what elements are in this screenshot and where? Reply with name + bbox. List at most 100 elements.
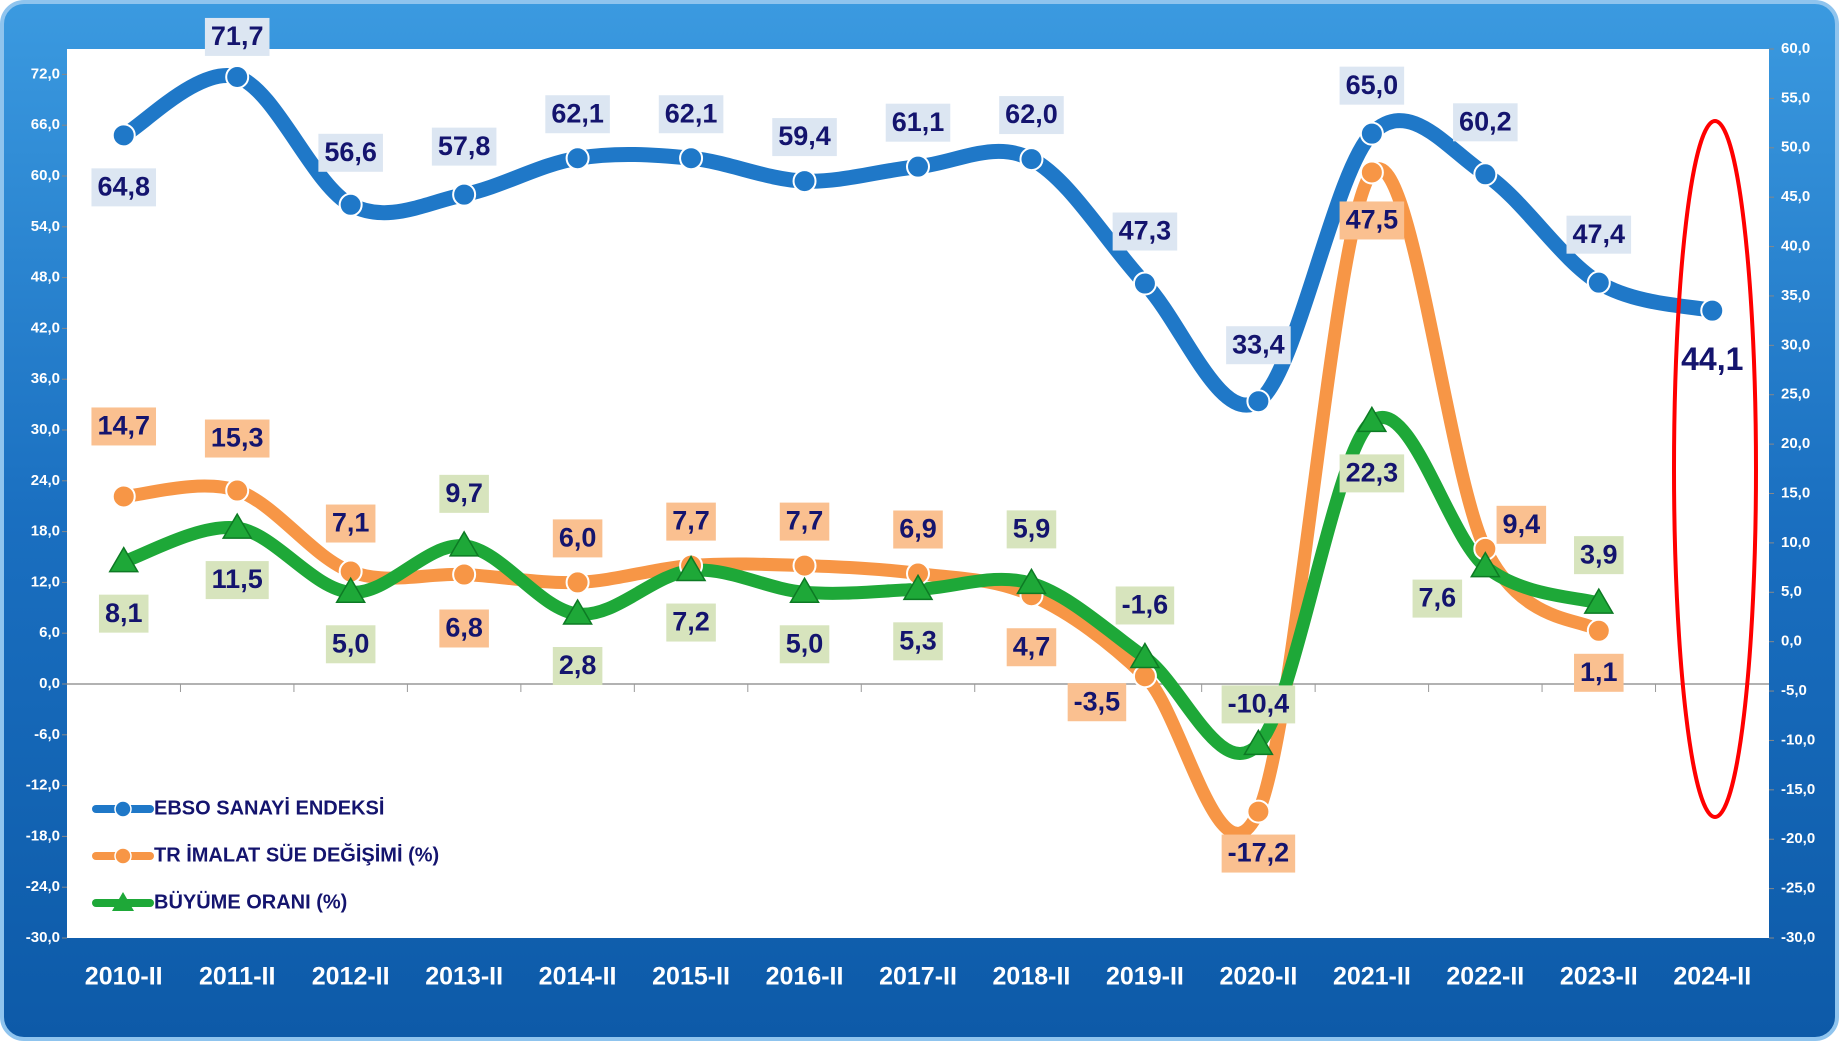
data-label-box [666,502,716,541]
y-tick-label: 42,0 [31,319,60,336]
legend-label: EBSO SANAYİ ENDEKSİ [154,796,384,819]
marker [562,598,593,625]
y-tick-label: 54,0 [31,218,60,235]
marker [1019,147,1044,172]
data-label-box [98,594,149,633]
y2-tick-label: -5,0 [1781,682,1807,699]
data-label-box [779,625,830,664]
y-tick-label: 72,0 [31,65,60,82]
data-label: 7,7 [672,506,710,536]
legend-marker [114,800,132,818]
legend-label: BÜYÜME ORANI (%) [154,890,347,913]
y-tick-label: 66,0 [31,116,60,133]
data-label: 5,0 [332,628,370,658]
data-label: 5,9 [1013,514,1051,544]
data-label: 5,3 [899,625,937,655]
y-tick-label: -30,0 [26,929,60,946]
y2-tick-label: -25,0 [1781,880,1815,897]
data-label-box [204,419,270,458]
x-tick-label: 2019-II [1106,963,1184,991]
marker [675,555,707,582]
x-tick-label: 2014-II [539,963,617,991]
x-tick-label: 2010-II [85,963,163,991]
data-label: 7,6 [1419,583,1457,613]
data-label: 3,9 [1580,539,1618,569]
marker [902,573,934,601]
data-label: 7,7 [786,506,824,536]
x-tick-label: 2013-II [425,963,503,991]
marker [792,169,817,194]
data-label: 47,4 [1573,219,1626,249]
data-label: 62,1 [665,98,718,128]
data-label: 71,7 [211,21,264,51]
data-label: 14,7 [97,411,150,441]
marker [1246,389,1271,414]
data-label: 7,2 [672,607,710,637]
marker [1473,162,1498,187]
data-label: 44,1 [1681,341,1743,377]
data-label: -17,2 [1228,838,1290,868]
y-tick-label: -12,0 [26,777,60,794]
data-label-box [91,407,157,446]
highlight-ellipse [1672,119,1758,819]
x-tick-label: 2018-II [993,963,1071,991]
data-label-box [1226,326,1291,365]
data-label: 15,3 [211,423,264,453]
y2-tick-label: 0,0 [1781,633,1802,650]
y-tick-label: 6,0 [39,624,60,641]
x-tick-label: 2011-II [199,963,275,991]
marker [789,576,820,604]
marker [225,64,250,89]
series-line [116,68,1720,413]
y2-tick-label: 30,0 [1781,336,1810,353]
y2-tick-label: 60,0 [1781,40,1810,57]
data-label: 5,0 [786,628,824,658]
x-tick-label: 2022-II [1446,963,1524,991]
y-tick-label: -18,0 [26,827,60,844]
marker [1129,641,1161,669]
data-label-box [431,127,497,166]
y-tick-label: 0,0 [39,675,60,692]
y-tick-label: -24,0 [26,878,60,895]
data-label: 9,7 [445,478,483,508]
y2-tick-label: 15,0 [1781,484,1810,501]
data-label: 2,8 [559,650,597,680]
x-tick-label: 2024-II [1673,963,1751,991]
marker [1359,121,1384,146]
x-tick-label: 2023-II [1560,963,1638,991]
data-label-box [1339,66,1405,105]
data-label: 60,2 [1459,106,1512,136]
data-label: 47,5 [1346,205,1399,235]
data-label-box [1115,586,1175,625]
data-label-box [999,96,1064,135]
data-label: 33,4 [1232,329,1285,359]
marker [111,123,136,148]
x-tick-label: 2016-II [766,963,844,991]
data-label-box [1221,685,1296,724]
data-label-box [1221,834,1296,873]
data-label-box [666,603,716,642]
y2-tick-label: -15,0 [1781,781,1815,798]
legend-marker [114,847,132,865]
data-label-box [204,17,270,56]
data-label-box [779,502,830,541]
marker [221,512,253,539]
data-label-box [552,647,603,686]
marker [1586,270,1611,295]
marker [1246,799,1271,824]
marker [679,146,704,171]
data-label-box [893,510,943,549]
data-label: 6,9 [899,514,937,544]
marker [338,192,363,217]
data-label-box [885,103,951,142]
data-label: 1,1 [1580,657,1618,687]
marker [1470,551,1501,578]
y2-tick-label: 20,0 [1781,435,1810,452]
marker [1243,728,1274,756]
data-label-box [439,609,489,648]
y-tick-label: 30,0 [31,421,60,438]
marker [792,553,817,578]
y-tick-label: 60,0 [31,167,60,184]
data-label-box [1006,510,1057,549]
